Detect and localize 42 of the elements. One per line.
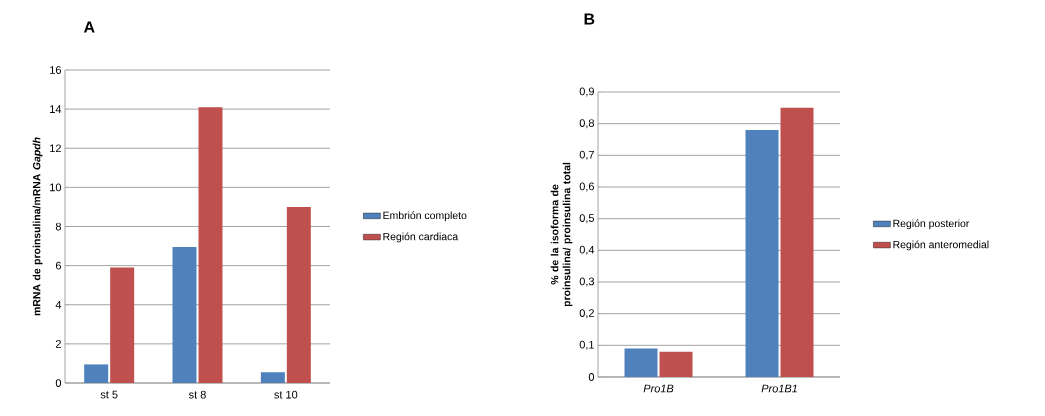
y-tick-label: 0,9 xyxy=(579,87,594,97)
bar xyxy=(624,348,658,377)
bar xyxy=(260,372,285,383)
bar xyxy=(780,107,814,377)
y-tick-label: 0,5 xyxy=(579,214,595,224)
y-tick-label: 0 xyxy=(55,379,62,387)
chart-title: B xyxy=(584,13,595,25)
y-tick-label: 8 xyxy=(55,222,61,231)
bar xyxy=(110,267,135,383)
y-tick-label: 0,1 xyxy=(579,340,594,350)
y-tick-label: 4 xyxy=(55,300,62,309)
y-tick-label: 0,6 xyxy=(579,182,595,192)
legend-label: Región cardiaca xyxy=(383,232,459,243)
y-tick-label: 0,2 xyxy=(579,309,594,319)
y-tick-label: 12 xyxy=(50,144,61,153)
y-tick-label: 0,3 xyxy=(579,277,595,287)
bar xyxy=(84,364,109,383)
y-tick-label: 0,7 xyxy=(579,150,594,160)
x-tick-label: st 5 xyxy=(100,390,118,399)
y-tick-label: 0 xyxy=(588,373,595,381)
legend-label: Región posterior xyxy=(893,219,970,230)
y-tick-label: 6 xyxy=(55,261,61,270)
bar xyxy=(659,351,693,377)
y-tick-label: 16 xyxy=(50,66,61,74)
y-axis-title: % de la isoforma de proinsulina/ proinsulina total xyxy=(550,162,573,307)
bar xyxy=(198,107,223,383)
legend-label: Embrión completo xyxy=(383,211,467,222)
y-tick-label: 10 xyxy=(50,183,62,192)
y-axis-title: mRNA de proinsulina/mRNA Gapdh xyxy=(32,137,43,316)
x-tick-label: Pro1B1 xyxy=(761,384,797,393)
x-tick-label: st 8 xyxy=(188,390,206,399)
y-tick-label: 0,8 xyxy=(579,119,595,129)
y-tick-label: 14 xyxy=(50,105,62,113)
bar xyxy=(745,130,779,377)
y-tick-label: 2 xyxy=(55,340,61,348)
x-tick-label: st 10 xyxy=(274,390,298,399)
bar xyxy=(286,206,311,383)
legend-label: Región anteromedial xyxy=(893,240,989,251)
bar xyxy=(172,247,197,383)
x-tick-label: Pro1B xyxy=(643,384,674,393)
y-tick-label: 0,4 xyxy=(579,245,595,255)
chart-title: A xyxy=(83,21,95,33)
